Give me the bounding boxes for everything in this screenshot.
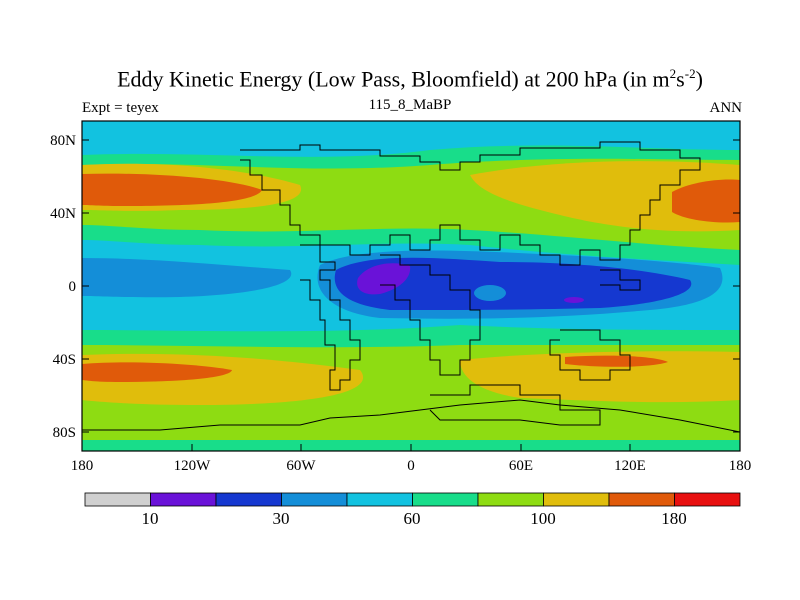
chart-title: Eddy Kinetic Energy (Low Pass, Bloomfiel… <box>117 66 703 92</box>
colorbar-swatch <box>215 492 282 507</box>
x-tick-label: 0 <box>407 458 415 474</box>
x-tick-label: 60W <box>286 458 316 474</box>
x-tick-label: 120E <box>614 458 646 474</box>
colorbar-label: 100 <box>530 509 556 528</box>
y-axis-labels: 80N 40N 0 40S 80S <box>50 133 76 441</box>
coast-australia <box>549 329 631 381</box>
coast-eurasia-na <box>240 141 701 266</box>
y-tick-label: 80S <box>53 425 76 441</box>
colorbar-swatch <box>674 492 741 507</box>
coast-south-america <box>300 244 361 391</box>
orange-north-pacific <box>82 173 262 206</box>
colorbar-label: 180 <box>661 509 687 528</box>
experiment-label: Expt = teyex <box>82 100 159 116</box>
purple-minimum-1 <box>357 263 411 295</box>
x-tick-label: 180 <box>71 458 94 474</box>
orange-north-asia <box>672 179 740 223</box>
blue-patch <box>474 285 506 301</box>
y-tick-label: 40N <box>50 206 76 222</box>
coast-africa <box>380 254 481 376</box>
coast-islands <box>600 269 641 291</box>
colorbar-label: 10 <box>142 509 159 528</box>
colorbar-swatch <box>477 492 544 507</box>
y-axis-ticks <box>82 139 740 433</box>
orange-south-indian <box>565 355 668 367</box>
x-tick-label: 180 <box>729 458 752 474</box>
x-tick-label: 60E <box>509 458 533 474</box>
yellow-north-asia <box>470 161 740 232</box>
colorbar-labels: 10 30 60 100 180 <box>142 509 687 528</box>
colorbar-swatch <box>608 492 675 507</box>
x-axis-labels: 180 120W 60W 0 60E 120E 180 <box>71 458 752 474</box>
colorbar-swatch <box>346 492 413 507</box>
darkblue-equatorial <box>334 257 692 310</box>
colorbar-swatch <box>281 492 348 507</box>
coastlines <box>82 141 740 433</box>
colorbar-swatch <box>412 492 479 507</box>
colorbar-swatch <box>543 492 610 507</box>
colorbar-label: 60 <box>404 509 421 528</box>
colorbar-swatch <box>84 492 151 507</box>
coast-antarctica <box>82 399 740 433</box>
subtitle-center: 115_8_MaBP <box>368 97 452 113</box>
y-tick-label: 40S <box>53 352 76 368</box>
yellow-south-indian <box>460 351 740 403</box>
x-tick-label: 120W <box>174 458 212 474</box>
colorbar-swatch <box>150 492 217 507</box>
coast-antarctic-peninsula <box>429 384 601 426</box>
y-tick-label: 0 <box>69 279 77 295</box>
purple-minimum-2 <box>564 297 584 303</box>
orange-south-pacific <box>82 362 232 382</box>
y-tick-label: 80N <box>50 133 76 149</box>
colorbar <box>84 492 741 507</box>
colorbar-label: 30 <box>273 509 290 528</box>
season-label: ANN <box>709 100 743 116</box>
x-axis-ticks <box>81 444 741 451</box>
blue-pacific <box>82 258 292 298</box>
map-fill <box>82 121 740 451</box>
